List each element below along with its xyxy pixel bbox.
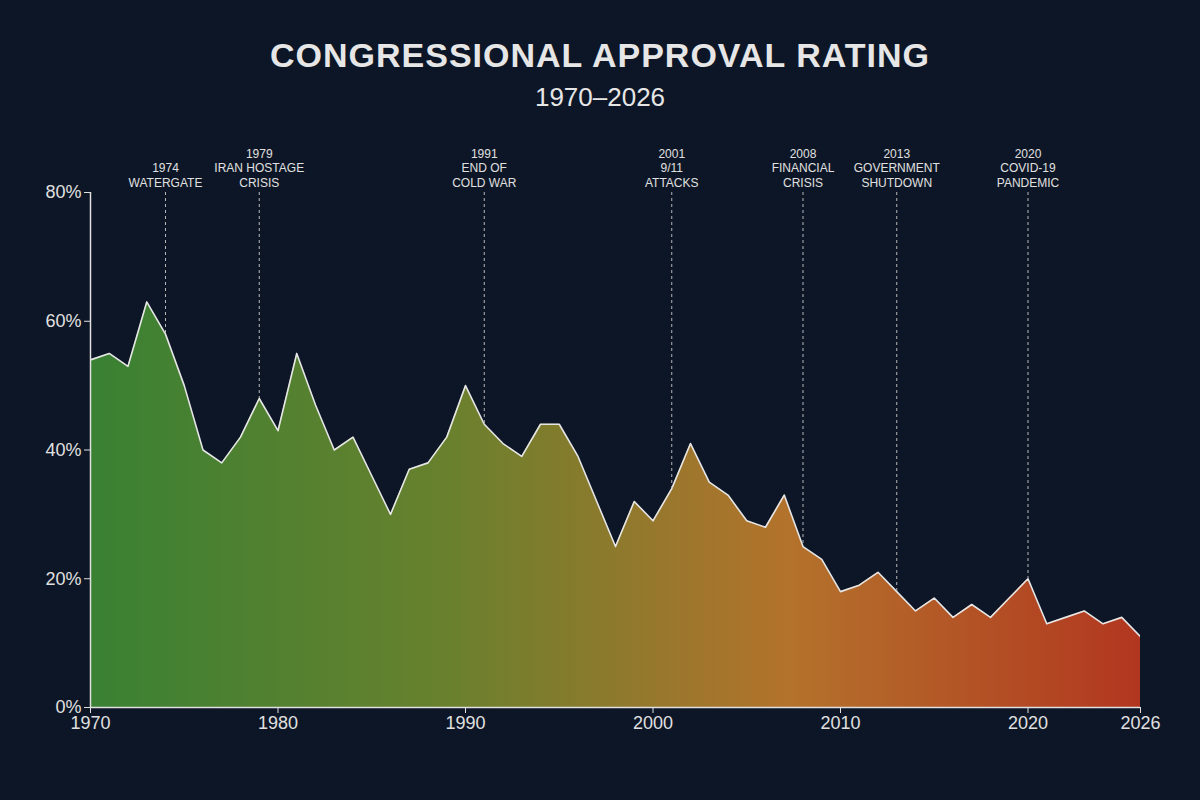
svg-text:2000: 2000 (633, 713, 673, 733)
html-text:CONGRESSIONAL APPROVAL RATING: CONGRESSIONAL APPROVAL RATING (270, 36, 930, 74)
svg-text:2020: 2020 (1008, 713, 1048, 733)
svg-text:40%: 40% (45, 440, 81, 460)
html-text:1970–2026: 1970–2026 (534, 82, 666, 112)
svg-text:1980: 1980 (258, 713, 298, 733)
svg-text:1991END OFCOLD WAR: 1991END OFCOLD WAR (452, 147, 517, 190)
svg-text:2010: 2010 (820, 713, 860, 733)
svg-text:1974WATERGATE: 1974WATERGATE (129, 161, 203, 189)
svg-text:2020COVID-19PANDEMIC: 2020COVID-19PANDEMIC (997, 147, 1060, 190)
svg-text:1990: 1990 (445, 713, 485, 733)
svg-text:2026: 2026 (1120, 713, 1160, 733)
svg-text:2013GOVERNMENTSHUTDOWN: 2013GOVERNMENTSHUTDOWN (854, 147, 941, 190)
svg-text:2008FINANCIALCRISIS: 2008FINANCIALCRISIS (772, 147, 835, 190)
svg-text:1970: 1970 (70, 713, 110, 733)
svg-text:20019/11ATTACKS: 20019/11ATTACKS (645, 147, 699, 190)
svg-text:60%: 60% (45, 311, 81, 331)
svg-text:20%: 20% (45, 569, 81, 589)
svg-text:0%: 0% (55, 697, 82, 718)
svg-text:80%: 80% (45, 182, 81, 202)
svg-text:1979IRAN HOSTAGECRISIS: 1979IRAN HOSTAGECRISIS (214, 147, 304, 190)
